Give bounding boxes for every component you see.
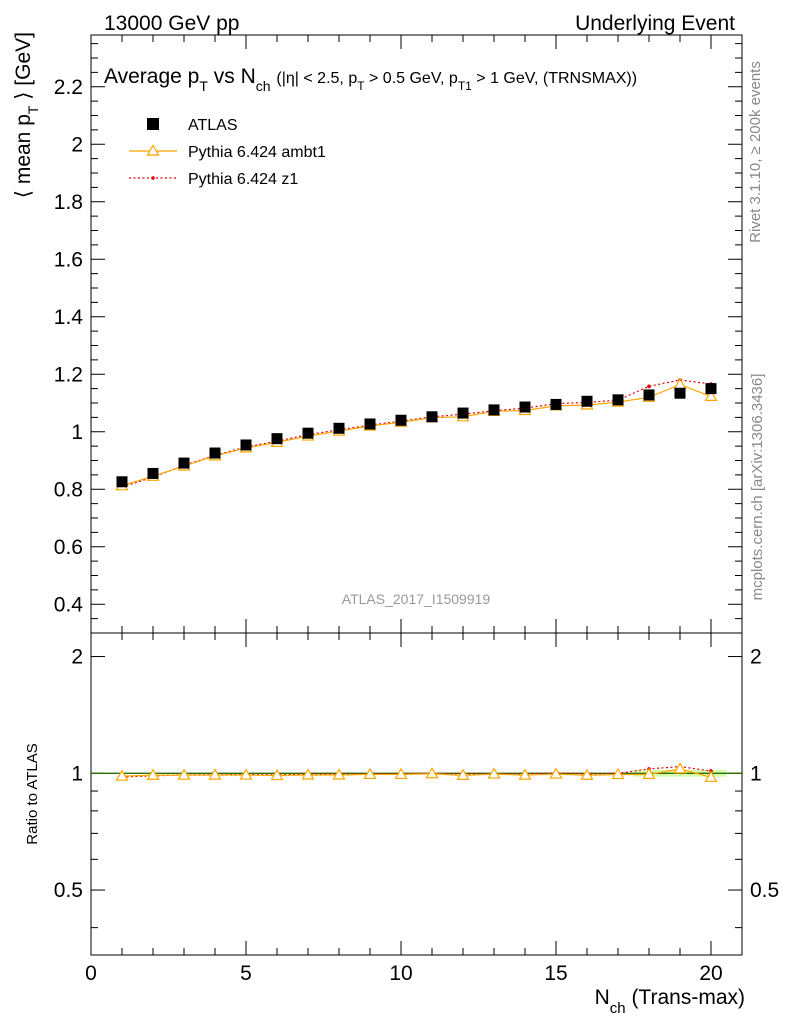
chart-title: Average pT vs Nch (|η| < 2.5, pT > 0.5 G… <box>104 65 637 94</box>
y-tick-label: 0.4 <box>54 593 84 616</box>
data-point-atlas <box>612 394 624 406</box>
ratio-point-1 <box>611 767 625 780</box>
data-point-atlas <box>116 476 128 488</box>
data-point-atlas <box>550 398 562 410</box>
y-tick-label: 0.6 <box>54 536 83 559</box>
ratio-point-1 <box>487 767 501 779</box>
x-axis-title: Nch (Trans-max) <box>595 986 745 1017</box>
ratio-tick-label-right: 2 <box>750 646 762 669</box>
data-point-atlas <box>643 389 655 401</box>
ratio-plot-frame <box>90 632 743 956</box>
ratio-point-1 <box>394 767 408 780</box>
legend-marker-atlas <box>147 118 159 130</box>
x-tick-label: 5 <box>240 962 252 985</box>
x-tick-label: 10 <box>389 962 412 985</box>
ratio-point-1 <box>239 768 253 780</box>
y-tick-label: 2.2 <box>54 76 83 99</box>
rivet-label: Rivet 3.1.10, ≥ 200k events <box>747 61 764 243</box>
data-point-atlas <box>302 427 314 439</box>
data-point-atlas <box>705 383 717 395</box>
ratio-tick-label-right: 0.5 <box>750 879 779 902</box>
analysis-watermark: ATLAS_2017_I1509919 <box>342 591 491 607</box>
data-point-atlas <box>395 414 407 426</box>
header-topic: Underlying Event <box>575 12 735 35</box>
data-point-atlas <box>178 457 190 469</box>
ratio-tick-label-right: 1 <box>750 762 762 785</box>
data-point-atlas <box>457 407 469 419</box>
ratio-point-1 <box>456 768 470 780</box>
x-tick-label: 0 <box>85 962 97 985</box>
y-tick-label: 1.8 <box>54 191 83 214</box>
legend-marker-z1 <box>151 176 155 180</box>
legend-marker-ambt1 <box>146 144 160 156</box>
data-point-2 <box>647 384 651 389</box>
ratio-tick-label: 0.5 <box>54 879 83 902</box>
ratio-point-1 <box>301 768 315 780</box>
y-axis-title: ⟨ mean pT ⟩ [GeV] <box>12 32 41 198</box>
chart-layer: 0 5 10 15 20 0.4 0.6 0.8 1 1.2 1.4 1.6 1.8 2 2.2 0.5 0.5… <box>54 34 779 985</box>
ratio-point-1 <box>363 767 377 780</box>
data-point-atlas <box>581 395 593 407</box>
mcplots-label: mcplots.cern.ch [arXiv:1306.3436] <box>749 374 766 601</box>
ratio-line-1 <box>121 768 712 778</box>
data-point-atlas <box>240 439 252 451</box>
legend-label: ATLAS <box>188 117 238 134</box>
y-tick-label: 1.2 <box>54 363 83 386</box>
ratio-point-1 <box>673 762 687 774</box>
ratio-axis-title: Ratio to ATLAS <box>24 743 41 844</box>
ratio-point-1 <box>549 767 563 779</box>
y-tick-label: 1.6 <box>54 248 83 271</box>
ratio-point-1 <box>208 768 222 780</box>
data-point-atlas <box>488 404 500 416</box>
ratio-point-1 <box>146 768 160 780</box>
data-point-atlas <box>209 447 221 459</box>
ratio-tick-label: 2 <box>71 646 83 669</box>
ratio-point-1 <box>642 767 656 780</box>
data-point-atlas <box>333 422 345 434</box>
x-tick-label: 15 <box>544 962 567 985</box>
ratio-point-1 <box>270 768 284 781</box>
y-tick-label: 2 <box>71 133 83 156</box>
y-tick-label: 1.4 <box>54 306 84 329</box>
x-tick-label: 20 <box>699 962 722 985</box>
ratio-point-1 <box>580 768 594 780</box>
ratio-point-1 <box>332 768 346 780</box>
data-point-atlas <box>674 387 686 399</box>
y-tick-label: 1 <box>71 421 83 444</box>
data-point-atlas <box>271 433 283 445</box>
ratio-point-1 <box>115 769 129 781</box>
data-point-atlas <box>147 467 159 479</box>
ratio-point-1 <box>425 767 439 779</box>
ratio-point-1 <box>518 768 532 780</box>
data-point-atlas <box>364 418 376 430</box>
legend-label: Pythia 6.424 ambt1 <box>188 144 326 161</box>
ratio-point-1 <box>177 768 191 780</box>
data-point-atlas <box>519 401 531 413</box>
y-tick-label: 0.8 <box>54 478 83 501</box>
legend-label: Pythia 6.424 z1 <box>188 171 298 188</box>
data-point-1 <box>704 389 718 401</box>
ratio-tick-label: 1 <box>71 762 83 785</box>
header-energy: 13000 GeV pp <box>104 12 239 35</box>
ratio-line-2 <box>121 765 712 778</box>
data-point-atlas <box>426 411 438 423</box>
ratio-point-1 <box>704 770 718 782</box>
